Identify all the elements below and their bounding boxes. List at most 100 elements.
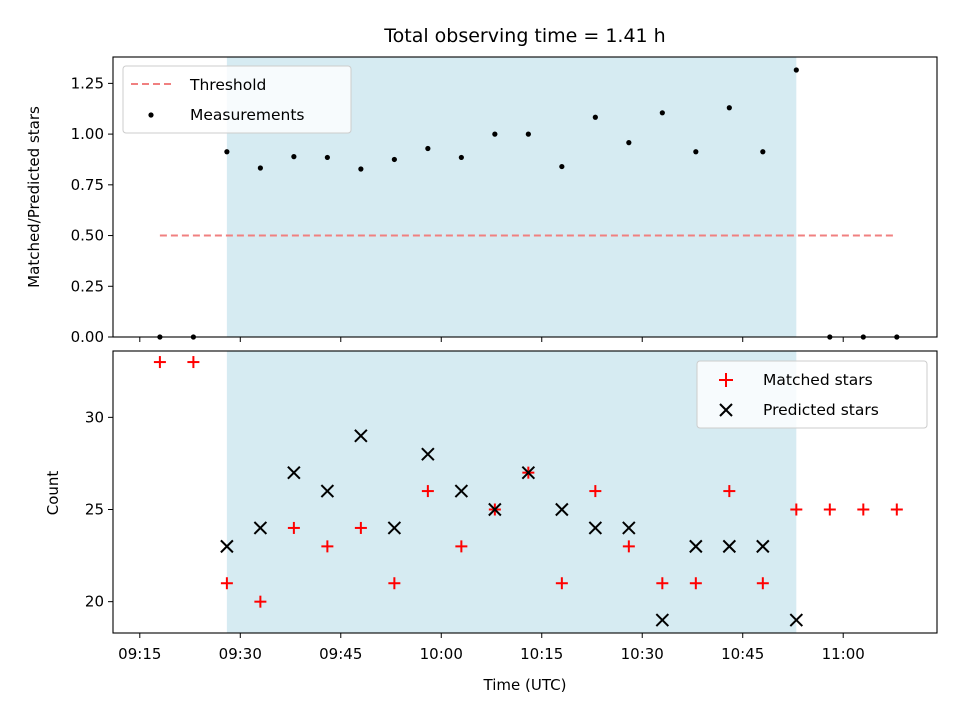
x-tick-label: 09:45	[319, 645, 362, 663]
top-axis-ticks: 0.00 0.25 0.50 0.75 1.00 1.25	[71, 74, 844, 346]
predicted-marker-b	[756, 539, 770, 554]
bottom-axes-frame	[112, 350, 938, 634]
matched-star-point	[354, 521, 367, 534]
bottom-y-tick-label: 20	[85, 593, 104, 611]
top-y-tick-label: 0.25	[71, 277, 104, 295]
legend-predicted-label: Predicted stars	[763, 401, 879, 419]
bottom-axis-ticks: 20 25 30 09:15 09:30 09:45 10:00 10:15 10:30 10:4…	[85, 408, 865, 663]
predicted-star-point	[521, 465, 536, 480]
measurement-point	[726, 105, 732, 111]
matched-star-point	[622, 540, 635, 553]
measurement-point	[760, 149, 766, 155]
predicted-marker-b	[387, 521, 402, 535]
matched-star-point	[455, 540, 468, 553]
matched-star-point	[388, 577, 401, 590]
legend-measurements-label: Measurements	[190, 106, 305, 124]
predicted-marker-b	[622, 521, 636, 535]
matched-star-point	[689, 577, 702, 590]
predicted-star-point	[220, 539, 234, 554]
matched-star-point	[254, 595, 267, 608]
bottom-legend-box	[696, 360, 928, 429]
predicted-star-point	[555, 502, 569, 517]
bottom-legend: Matched stars Predicted stars	[696, 360, 928, 429]
predicted-legend-swatch	[719, 403, 733, 417]
measurement-point	[324, 154, 330, 161]
measurement-point	[492, 131, 498, 137]
legend-matched-label: Matched stars	[763, 371, 873, 389]
measurement-point	[659, 110, 665, 116]
predicted-star-point	[789, 613, 804, 627]
x-tick-label: 10:45	[721, 645, 764, 663]
matched-star-point	[421, 485, 434, 498]
predicted-star-point	[689, 539, 703, 554]
predicted-marker-b	[454, 484, 469, 498]
matched-star-point	[589, 485, 602, 498]
measurement-point	[592, 114, 598, 120]
x-tick-label: 10:30	[621, 645, 664, 663]
matched-star-point	[823, 503, 836, 516]
matched-star-point	[857, 503, 870, 516]
predicted-star-point	[588, 521, 603, 535]
matched-star-point	[890, 503, 903, 516]
x-tick-label: 09:15	[118, 645, 161, 663]
matched-legend-swatch	[719, 373, 733, 387]
measurements-legend-swatch	[148, 112, 154, 118]
measurement-point	[458, 154, 464, 161]
top-y-tick-label: 0.00	[71, 328, 104, 346]
bottom-y-tick-label: 25	[85, 501, 104, 519]
legend-threshold-label: Threshold	[189, 76, 266, 94]
predicted-star-point	[756, 539, 770, 554]
matched-star-point	[153, 356, 166, 369]
top-y-tick-label: 1.00	[71, 125, 104, 143]
measurement-point	[559, 163, 565, 170]
predicted-star-point	[622, 521, 636, 535]
measurement-point	[693, 149, 699, 155]
matched-star-point	[656, 577, 669, 590]
predicted-marker-b	[354, 429, 368, 443]
predicted-star-point	[655, 613, 670, 627]
measurement-point	[358, 166, 364, 172]
predicted-star-point	[488, 502, 502, 517]
x-tick-label: 11:00	[822, 645, 865, 663]
predicted-marker-b	[789, 613, 804, 627]
predicted-star-point	[387, 521, 402, 535]
predicted-marker-b	[655, 613, 670, 627]
matched-star-point	[220, 577, 233, 590]
top-panel-marks	[157, 67, 900, 340]
matched-star-point	[723, 485, 736, 498]
predicted-marker-b	[689, 539, 703, 554]
top-legend: Threshold Measurements	[122, 65, 352, 134]
predicted-star-point	[354, 429, 368, 443]
bottom-y-tick-label: 30	[85, 408, 104, 426]
measurement-point	[224, 149, 230, 155]
predicted-star-point	[320, 484, 335, 498]
top-legend-box	[122, 65, 352, 134]
measurement-point	[626, 140, 632, 146]
predicted-marker-b	[253, 521, 268, 535]
predicted-marker-b	[287, 465, 301, 480]
matched-star-point	[790, 503, 803, 516]
measurement-point	[525, 131, 531, 137]
predicted-star-point	[287, 465, 301, 480]
matched-star-point	[187, 356, 200, 369]
x-axis-label: Time (UTC)	[483, 676, 567, 694]
predicted-star-point	[722, 539, 737, 554]
predicted-marker-b	[555, 502, 569, 517]
measurement-point	[257, 165, 263, 171]
x-tick-label: 09:30	[219, 645, 262, 663]
predicted-marker-b	[220, 539, 234, 554]
predicted-star-point	[454, 484, 469, 498]
predicted-star-point	[253, 521, 268, 535]
x-tick-label: 10:15	[520, 645, 563, 663]
predicted-marker-b	[722, 539, 737, 554]
top-axes-frame	[112, 56, 938, 338]
measurement-point	[391, 156, 397, 163]
predicted-marker-b	[320, 484, 335, 498]
observing-window-spans	[226, 57, 797, 633]
predicted-marker-b	[588, 521, 603, 535]
predicted-marker-b	[488, 502, 502, 517]
predicted-star-point	[421, 447, 435, 461]
matched-star-point	[321, 540, 334, 553]
top-y-tick-label: 0.50	[71, 227, 104, 245]
measurement-point	[793, 67, 799, 73]
